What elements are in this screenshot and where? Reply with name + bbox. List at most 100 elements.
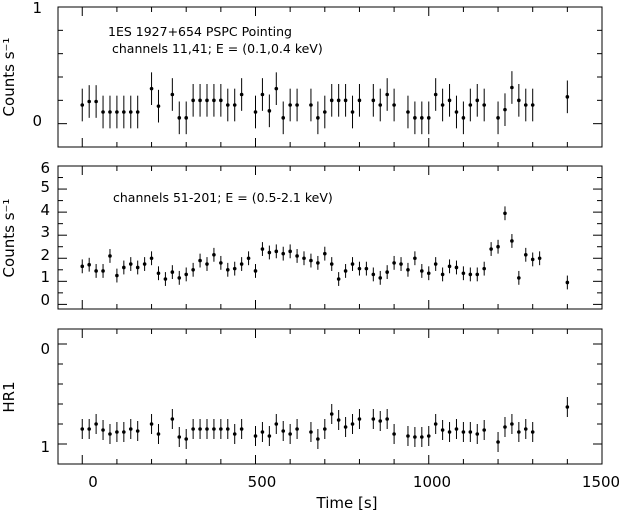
y-tick-label: 6 [40,159,50,177]
data-point [413,256,417,261]
data-point [225,103,230,107]
data-point [316,116,320,120]
data-point [149,422,154,426]
data-point [219,98,223,103]
data-point [350,110,355,114]
x-axis-label: Time [s] [316,494,378,512]
data-point [565,95,570,99]
data-point [232,266,237,271]
y-tick-label: 1 [32,0,42,17]
data-point [336,418,341,422]
data-point [128,427,133,431]
data-point [191,427,195,431]
y-tick-label: 1 [40,438,50,456]
data-point [115,110,119,114]
y-axis-label: HR1 [0,381,18,412]
data-point [336,98,341,103]
data-point [239,92,244,97]
data-point [156,104,161,108]
data-point [565,405,570,409]
data-point [420,435,424,439]
data-point [413,116,417,120]
data-point [212,427,216,431]
panel-hard-band: channels 51-201; E = (0.5-2.1 keV) 0 1 2… [0,159,603,310]
data-point [232,432,237,436]
y-tick-label: 4 [40,201,50,219]
data-point [447,264,452,269]
axis-ticks [58,329,603,465]
data-point [108,254,112,258]
data-point [440,428,445,432]
data-point [468,272,473,277]
data-point [170,417,175,421]
data-point [191,267,195,272]
data-point [260,430,265,434]
data-point [323,251,327,256]
data-point [212,252,216,257]
data-point [482,266,486,271]
panel-hardness-ratio: 0 1 HR1 0 500 1000 1500 Time [s] [0,328,620,512]
data-point [205,262,209,266]
data-point [482,103,486,107]
data-point [309,430,313,434]
data-point [267,109,272,113]
data-point [336,277,341,281]
data-point [198,258,202,263]
data-point [420,116,424,120]
data-point [426,434,431,438]
panel-soft-band: 1ES 1927+654 PSPC Pointing channels 11,4… [0,0,603,148]
data-point [440,103,445,107]
data-point [149,256,154,261]
data-point [406,110,410,114]
data-point [523,427,528,431]
data-point [219,261,223,265]
annotation: channels 11,41; E = (0.1,0.4 keV) [112,41,323,56]
data-point [343,98,348,103]
data-point [323,427,327,431]
data-point [225,267,230,272]
data-point [101,428,105,432]
data-point [371,417,376,421]
x-tick-label: 1500 [582,473,620,491]
data-point [246,256,251,261]
data-point [517,276,521,280]
data-point [364,266,369,271]
data-point [288,249,292,254]
data-point [392,432,396,436]
data-point [101,269,105,273]
data-point [274,422,279,426]
data-point [253,269,258,273]
data-point [530,103,535,107]
data-point [413,435,417,439]
data-point [135,429,140,433]
data-point [184,116,189,120]
data-point [267,434,272,438]
data-point [454,110,459,114]
data-point [496,116,500,120]
data-point [523,103,528,107]
data-point [253,110,258,114]
data-point [122,110,126,114]
data-point [232,103,237,107]
axis-ticks [58,6,603,148]
data-point [274,86,279,91]
data-point [378,276,383,280]
series-points [80,71,570,135]
data-point [288,432,292,436]
data-point [329,98,334,103]
data-point [225,427,230,431]
y-tick-label: 2 [40,246,50,264]
data-point [496,244,500,249]
data-point [253,434,258,438]
data-point [87,99,91,104]
data-point [177,116,182,120]
data-point [108,110,112,114]
data-point [156,271,161,276]
data-point [406,267,410,272]
data-point [329,412,334,416]
data-point [420,269,424,273]
data-point [468,430,473,434]
data-point [316,437,320,441]
data-point [87,262,91,267]
